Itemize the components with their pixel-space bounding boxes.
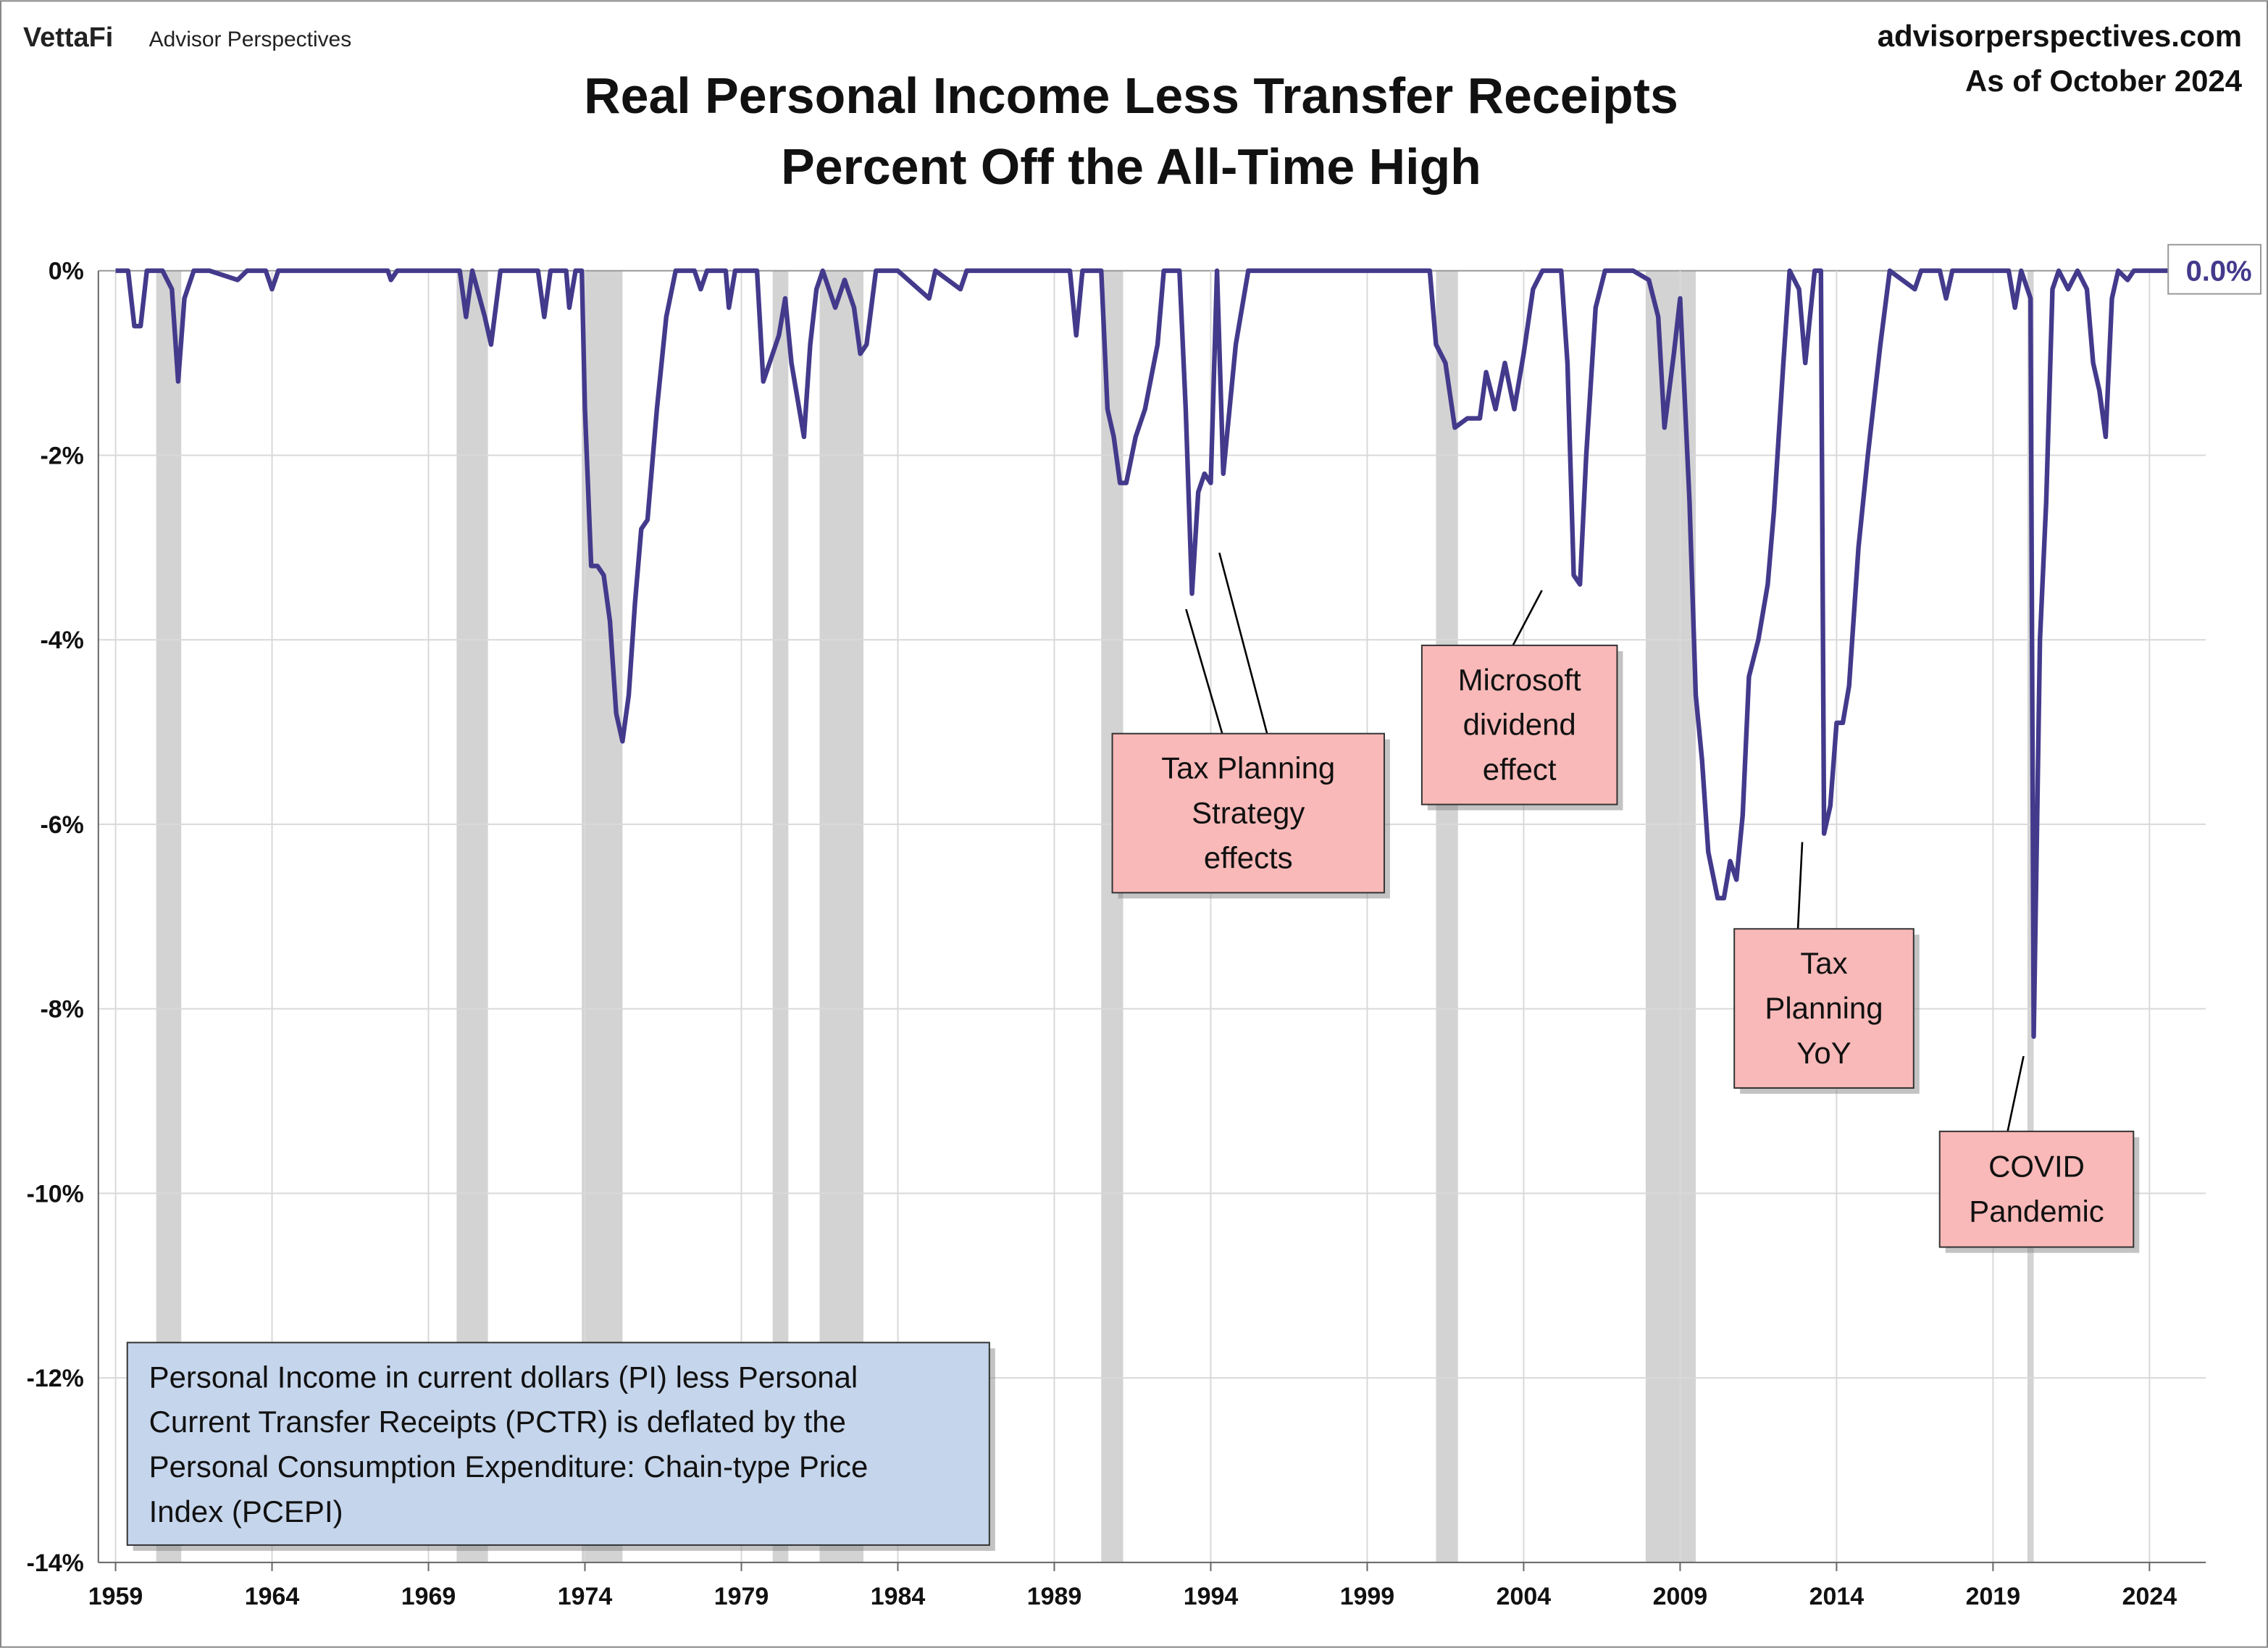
end-label: 0.0% bbox=[2186, 256, 2252, 288]
note-text: Index (PCEPI) bbox=[149, 1494, 343, 1528]
note-text: Personal Income in current dollars (PI) … bbox=[149, 1360, 858, 1394]
annotation-text: effects bbox=[1204, 840, 1293, 874]
logo: VettaFi bbox=[23, 22, 113, 53]
x-tick-label: 2004 bbox=[1497, 1583, 1552, 1610]
x-tick-label: 1994 bbox=[1184, 1583, 1239, 1610]
recession-band bbox=[1101, 270, 1123, 1563]
annotation-text: Planning bbox=[1765, 991, 1883, 1025]
recession-band bbox=[772, 270, 789, 1563]
annotation-text: Tax Planning bbox=[1161, 751, 1335, 785]
as-of-date: As of October 2024 bbox=[1965, 64, 2243, 98]
annotation-text: dividend bbox=[1463, 708, 1576, 742]
annotation-arrow bbox=[1185, 608, 1223, 735]
annotation-box bbox=[1111, 732, 1385, 894]
annotation-arrow bbox=[1218, 552, 1268, 735]
annotation-text: Tax bbox=[1800, 946, 1847, 980]
x-tick-label: 2009 bbox=[1653, 1583, 1708, 1610]
site: advisorperspectives.com bbox=[1878, 19, 2242, 53]
x-tick-label: 1989 bbox=[1027, 1583, 1082, 1610]
note-text: Current Transfer Receipts (PCTR) is defl… bbox=[149, 1405, 846, 1439]
brand: Advisor Perspectives bbox=[149, 28, 352, 51]
y-tick-label: -2% bbox=[40, 442, 83, 469]
note-box bbox=[126, 1342, 990, 1546]
x-tick-label: 2024 bbox=[2122, 1583, 2177, 1610]
y-tick-label: 0% bbox=[49, 258, 84, 285]
annotation-box bbox=[1733, 928, 1915, 1089]
y-tick-label: -14% bbox=[27, 1549, 84, 1577]
x-tick-label: 1969 bbox=[401, 1583, 456, 1610]
recession-band bbox=[2027, 270, 2034, 1563]
x-tick-label: 2019 bbox=[1966, 1583, 2021, 1610]
annotation-text: YoY bbox=[1796, 1036, 1851, 1070]
annotation-text: effect bbox=[1483, 753, 1557, 787]
x-tick-label: 1984 bbox=[871, 1583, 926, 1610]
annotation-arrow bbox=[2007, 1055, 2025, 1132]
x-tick-label: 1999 bbox=[1340, 1583, 1395, 1610]
chart-title: Real Personal Income Less Transfer Recei… bbox=[584, 67, 1678, 124]
y-tick-label: -12% bbox=[27, 1365, 84, 1392]
x-tick-label: 2014 bbox=[1809, 1583, 1865, 1610]
series-line bbox=[115, 268, 2172, 1040]
annotation-arrow bbox=[1512, 590, 1543, 646]
y-tick-label: -6% bbox=[40, 811, 83, 839]
annotation-arrow bbox=[1796, 842, 1804, 929]
y-tick-label: -4% bbox=[40, 627, 83, 654]
recession-band bbox=[1436, 270, 1458, 1563]
annotation-box bbox=[1938, 1130, 2135, 1248]
y-tick-label: -10% bbox=[27, 1180, 84, 1208]
x-tick-label: 1959 bbox=[88, 1583, 143, 1610]
annotation-box bbox=[1420, 644, 1618, 806]
annotation-text: Microsoft bbox=[1458, 663, 1581, 697]
x-tick-label: 1964 bbox=[245, 1583, 300, 1610]
annotation-text: COVID bbox=[1988, 1150, 2085, 1184]
x-tick-label: 1979 bbox=[714, 1583, 769, 1610]
annotation-text: Pandemic bbox=[1969, 1195, 2104, 1229]
annotation-text: Strategy bbox=[1192, 796, 1305, 830]
note-text: Personal Consumption Expenditure: Chain-… bbox=[149, 1450, 869, 1484]
chart-subtitle: Percent Off the All-Time High bbox=[781, 138, 1481, 195]
x-tick-label: 1974 bbox=[558, 1583, 613, 1610]
y-tick-label: -8% bbox=[40, 996, 83, 1024]
end-label-box bbox=[2167, 243, 2262, 295]
